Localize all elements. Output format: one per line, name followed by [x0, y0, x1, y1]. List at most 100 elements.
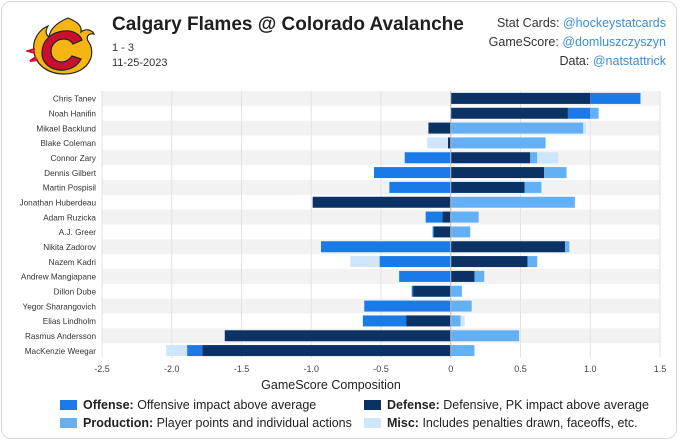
x-tick-label: 1.5 [654, 364, 667, 374]
legend-defense: Defense: Defensive, PK impact above aver… [364, 398, 649, 412]
category-label: MacKenzie Weegar [25, 347, 97, 356]
bar-production [450, 315, 461, 327]
bar-offense [389, 181, 451, 193]
bar-defense [224, 330, 451, 342]
bar-production [565, 241, 570, 253]
bar-offense [590, 92, 641, 104]
bar-defense [450, 270, 475, 282]
bar-offense [374, 167, 451, 179]
bar-defense [450, 92, 591, 104]
credit-link[interactable]: @domluszczyszyn [562, 35, 666, 49]
legend-offense: Offense: Offensive impact above average [60, 398, 316, 412]
legend-desc: Offensive impact above average [137, 398, 317, 412]
bar-defense [450, 181, 525, 193]
legend-production: Production: Player points and individual… [60, 416, 352, 430]
bar-defense [447, 137, 451, 149]
category-label: Blake Coleman [40, 139, 96, 148]
bar-offense [364, 300, 451, 312]
category-label: Dennis Gilbert [44, 169, 97, 178]
bar-offense [399, 270, 451, 282]
category-label: Dillon Dube [54, 287, 97, 296]
category-label: Nazem Kadri [49, 258, 97, 267]
category-label: Connor Zary [50, 154, 96, 163]
legend-misc: Misc: Includes penalties drawn, faceoffs… [364, 416, 638, 430]
credit-gamescore: GameScore: @domluszczyszyn [489, 33, 666, 52]
bar-production [590, 107, 599, 119]
bar-defense [428, 122, 451, 134]
credit-label: Stat Cards: [496, 16, 560, 30]
bar-misc [583, 122, 587, 134]
x-tick-label: 1.0 [584, 364, 597, 374]
gamescore-chart: Chris Tanev Noah Hanifin Mikael Backlund Bl… [20, 91, 667, 392]
credits: Stat Cards: @hockeystatcards GameScore: … [489, 14, 666, 71]
bar-production [524, 181, 542, 193]
bar-production [450, 300, 472, 312]
game-date: 11-25-2023 [112, 57, 168, 69]
credit-stat-cards: Stat Cards: @hockeystatcards [489, 14, 666, 33]
category-label: Mikael Backlund [36, 124, 96, 133]
flames-logo [26, 17, 96, 75]
bar-defense [450, 167, 545, 179]
credit-label: GameScore: [488, 35, 559, 49]
x-tick-label: -1.5 [234, 364, 250, 374]
bar-offense [425, 211, 443, 223]
bar-offense [379, 256, 451, 268]
bar-offense [187, 345, 203, 357]
bar-misc [350, 256, 380, 268]
bar-production [527, 256, 538, 268]
credit-link[interactable]: @hockeystatcards [562, 16, 666, 30]
category-label: Andrew Mangiapane [21, 273, 97, 282]
legend-name: Offense: [83, 398, 134, 412]
category-label: Nikita Zadorov [43, 243, 97, 252]
credit-link[interactable]: @natstattrick [592, 54, 666, 68]
legend-swatch-production [60, 418, 77, 428]
x-tick-label: -1.0 [303, 364, 319, 374]
bar-production [544, 167, 567, 179]
category-label: Elias Lindholm [43, 317, 96, 326]
credit-data: Data: @natstattrick [489, 52, 666, 71]
x-tick-label: 0.5 [514, 364, 527, 374]
bar-production [530, 152, 538, 164]
bar-defense [312, 196, 451, 208]
category-label: Chris Tanev [53, 95, 97, 104]
category-label: A.J. Greer [59, 228, 97, 237]
bar-production [450, 211, 479, 223]
legend-name: Production: [83, 416, 154, 430]
bar-misc [427, 137, 448, 149]
x-tick-label: -2.5 [94, 364, 110, 374]
bar-defense [406, 315, 451, 327]
bar-offense [432, 226, 435, 238]
game-score: 1 - 3 [112, 42, 135, 54]
bar-defense [450, 241, 566, 253]
bar-defense [450, 256, 528, 268]
bar-production [450, 122, 584, 134]
bar-defense [450, 152, 531, 164]
bar-defense [202, 345, 451, 357]
bar-production [450, 226, 471, 238]
x-tick-label: -2.0 [164, 364, 180, 374]
category-label: Adam Ruzicka [43, 213, 96, 222]
bar-defense [413, 285, 451, 297]
category-label: Yegor Sharangovich [23, 302, 97, 311]
bar-offense [321, 241, 451, 253]
bar-defense [442, 211, 451, 223]
bar-offense [404, 152, 451, 164]
bar-production [450, 330, 520, 342]
x-tick-label: 0 [448, 364, 453, 374]
legend-desc: Player points and individual actions [156, 416, 352, 430]
credit-label: Data: [559, 54, 590, 68]
legend-name: Misc: [387, 416, 419, 430]
bar-production [474, 270, 485, 282]
bar-offense [567, 107, 591, 119]
bar-production [450, 345, 475, 357]
category-label: Martin Pospisil [43, 184, 96, 193]
category-label: Noah Hanifin [49, 109, 97, 118]
legend-swatch-defense [364, 400, 381, 410]
category-label: Rasmus Andersson [25, 332, 96, 341]
legend-desc: Defensive, PK impact above average [443, 398, 649, 412]
legend-swatch-misc [364, 418, 381, 428]
legend-name: Defense: [387, 398, 440, 412]
bar-misc [166, 345, 188, 357]
bar-misc [537, 152, 559, 164]
bar-production [450, 196, 575, 208]
